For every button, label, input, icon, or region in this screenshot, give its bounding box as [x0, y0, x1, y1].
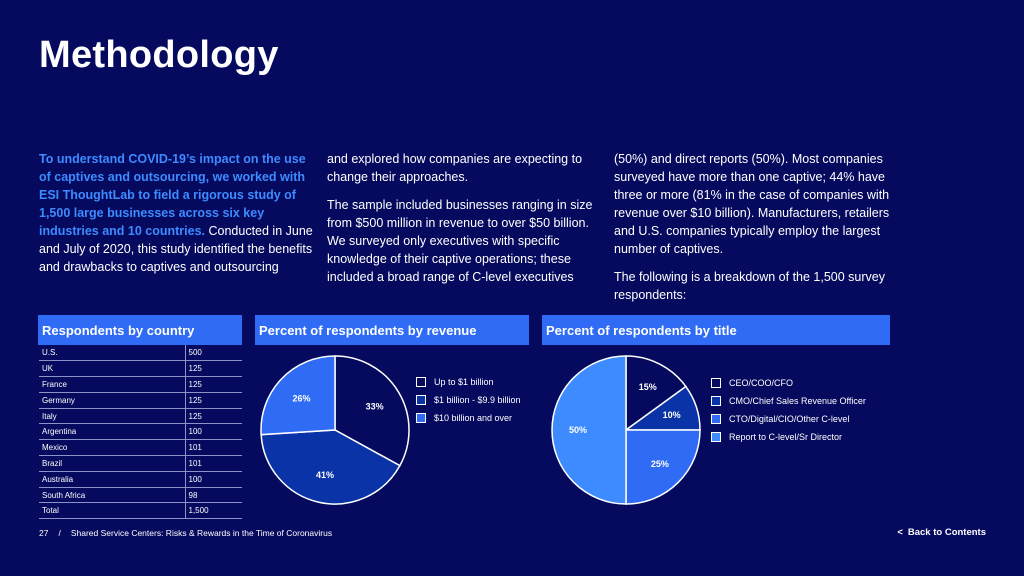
intro-rest: Conducted in June and July of 2020, this… — [39, 224, 313, 274]
table-row: Germany 125 — [39, 392, 242, 409]
footer: 27 / Shared Service Centers: Risks & Rewar… — [39, 528, 332, 538]
col3-paragraph-2: The following is a breakdown of the 1,50… — [614, 270, 885, 302]
legend-label: CTO/Digital/CIO/Other C-level — [729, 414, 850, 424]
country-value: 125 — [184, 360, 242, 378]
title-pie-chart: 15% 10% 25% 50% — [551, 355, 701, 505]
pie-slice — [260, 355, 336, 436]
legend-swatch — [416, 377, 426, 387]
table-row: France 125 — [39, 376, 242, 393]
page-title: Methodology — [39, 34, 279, 76]
legend-item: Up to $1 billion — [416, 373, 521, 391]
intro-column-3: (50%) and direct reports (50%). Most com… — [614, 150, 894, 314]
pie-slice-label: 41% — [316, 470, 334, 480]
country-name: France — [39, 376, 185, 393]
country-name: Brazil — [39, 455, 185, 472]
country-value: 100 — [184, 471, 242, 488]
pie-slice — [625, 429, 701, 505]
pie-slice — [625, 355, 687, 432]
legend-label: Up to $1 billion — [434, 377, 494, 387]
country-value: 500 — [184, 345, 242, 362]
title-legend: CEO/COO/CFO CMO/Chief Sales Revenue Offic… — [711, 374, 866, 446]
back-to-contents-link[interactable]: < Back to Contents — [897, 527, 986, 538]
country-name: Argentina — [39, 423, 185, 441]
legend-label: CEO/COO/CFO — [729, 378, 794, 388]
table-row: Brazil 101 — [39, 455, 242, 472]
pie-slice — [334, 355, 410, 467]
country-value: 101 — [184, 439, 242, 457]
table-row: Australia 100 — [39, 471, 242, 488]
col2-paragraph-2: The sample included businesses ranging i… — [327, 198, 593, 284]
footer-separator: / — [58, 528, 61, 538]
revenue-legend: Up to $1 billion $1 billion - $9.9 billio… — [416, 373, 521, 427]
country-value: 1,500 — [184, 502, 242, 520]
country-name: UK — [39, 360, 185, 378]
pie-slice-label: 26% — [292, 394, 310, 404]
legend-swatch — [416, 413, 426, 423]
country-value: 125 — [184, 408, 242, 425]
intro-paragraph: To understand COVID-19’s impact on the u… — [39, 150, 317, 276]
country-value: 125 — [184, 392, 242, 409]
intro-column-2: and explored how companies are expecting… — [327, 150, 607, 296]
pie-slice — [551, 355, 627, 505]
legend-swatch — [711, 414, 721, 424]
table-row: U.S. 500 — [39, 345, 242, 362]
country-value: 101 — [184, 455, 242, 472]
back-to-contents-label: Back to Contents — [907, 527, 986, 538]
title-panel-header: Percent of respondents by title — [542, 315, 890, 345]
pie-slice-label: 33% — [366, 402, 384, 412]
legend-label: Report to C-level/Sr Director — [729, 432, 843, 442]
country-name: U.S. — [39, 345, 185, 362]
pie-slice-label: 50% — [569, 425, 587, 435]
table-row: Mexico 101 — [39, 439, 242, 457]
revenue-pie-chart: 33% 41% 26% — [260, 355, 410, 505]
pie-slice-label: 15% — [639, 382, 657, 392]
legend-label: $1 billion - $9.9 billion — [434, 395, 521, 405]
legend-label: $10 billion and over — [434, 413, 513, 423]
legend-swatch — [416, 395, 426, 405]
table-row: Argentina 100 — [39, 423, 242, 441]
table-row: Italy 125 — [39, 408, 242, 425]
table-row: Total 1,500 — [39, 502, 242, 520]
country-name: Mexico — [39, 439, 185, 457]
country-value: 100 — [184, 423, 242, 441]
country-panel-header: Respondents by country — [38, 315, 242, 345]
intro-highlight: To understand COVID-19’s impact on the u… — [39, 152, 306, 238]
country-name: Australia — [39, 471, 185, 488]
country-table: U.S. 500 UK 125 France 125 Germany 125 Italy 125 A… — [39, 345, 242, 520]
legend-swatch — [711, 432, 721, 442]
legend-swatch — [711, 378, 721, 388]
intro-column-1: To understand COVID-19’s impact on the u… — [39, 150, 317, 286]
page-number: 27 — [39, 528, 49, 538]
legend-label: CMO/Chief Sales Revenue Officer — [729, 396, 866, 406]
country-name: South Africa — [39, 487, 185, 504]
revenue-panel-header: Percent of respondents by revenue — [255, 315, 529, 345]
legend-item: CMO/Chief Sales Revenue Officer — [711, 392, 866, 410]
pie-slice-label: 25% — [651, 459, 669, 469]
pie-slice — [260, 429, 401, 505]
table-row: UK 125 — [39, 360, 242, 378]
legend-swatch — [711, 396, 721, 406]
country-value: 98 — [184, 487, 242, 504]
country-value: 125 — [184, 376, 242, 393]
legend-item: CTO/Digital/CIO/Other C-level — [711, 410, 866, 428]
legend-item: CEO/COO/CFO — [711, 374, 866, 392]
table-row: South Africa 98 — [39, 487, 242, 504]
col2-paragraph-1: and explored how companies are expecting… — [327, 152, 583, 184]
country-name: Total — [39, 502, 185, 520]
chevron-left-icon: < — [897, 527, 903, 538]
country-name: Italy — [39, 408, 185, 425]
col3-paragraph-1: (50%) and direct reports (50%). Most com… — [614, 152, 890, 256]
pie-slice-label: 10% — [663, 410, 681, 420]
legend-item: Report to C-level/Sr Director — [711, 428, 866, 446]
legend-item: $1 billion - $9.9 billion — [416, 391, 521, 409]
legend-item: $10 billion and over — [416, 409, 521, 427]
country-name: Germany — [39, 392, 185, 409]
footer-doc-title: Shared Service Centers: Risks & Rewards … — [70, 528, 333, 538]
